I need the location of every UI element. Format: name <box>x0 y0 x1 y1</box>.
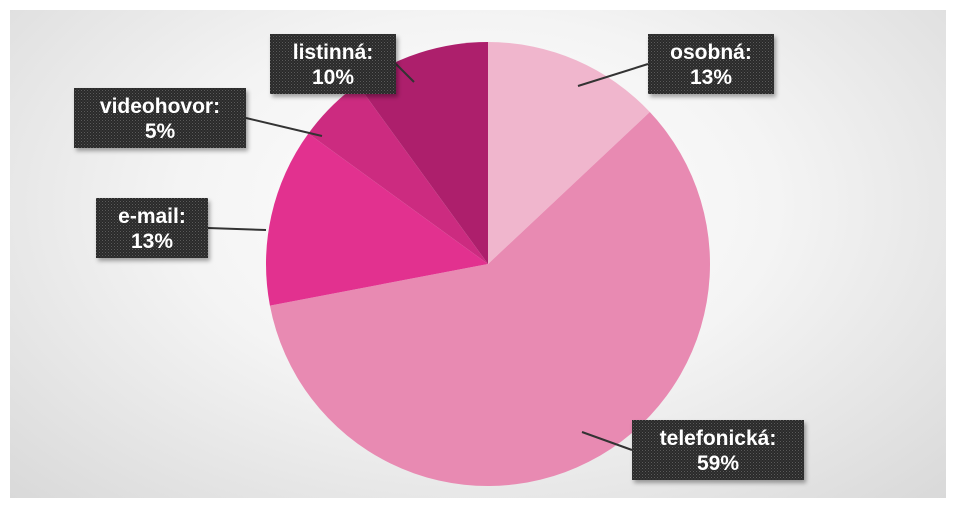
data-label-value: 5% <box>145 120 176 143</box>
data-label-telefonicka: telefonická:59% <box>632 420 804 480</box>
data-label-box <box>632 420 804 480</box>
data-labels: osobná:13%telefonická:59%e-mail:13%video… <box>74 34 804 480</box>
data-label-osobna: osobná:13% <box>648 34 774 94</box>
pie-slice-osobna <box>488 42 650 264</box>
data-label-category: e-mail: <box>118 205 186 228</box>
leader-line-listinna <box>395 63 415 83</box>
pie-slice-e-mail <box>265 133 488 306</box>
data-label-e-mail: e-mail:13% <box>96 198 208 258</box>
data-label-category: listinná: <box>293 41 374 64</box>
leader-line-osobna <box>577 63 649 87</box>
data-label-box <box>74 88 246 148</box>
data-label-category: videohovor: <box>100 95 220 118</box>
leader-line-videohovor <box>245 117 323 137</box>
data-label-value: 13% <box>690 66 732 89</box>
data-label-value: 59% <box>697 452 739 475</box>
data-label-videohovor: videohovor:5% <box>74 88 246 148</box>
pie-slices <box>265 42 710 486</box>
data-label-category: osobná: <box>670 41 752 64</box>
data-label-listinna: listinná:10% <box>270 34 396 94</box>
leader-line-e-mail <box>207 227 267 231</box>
data-label-category: telefonická: <box>660 427 777 450</box>
pie-slice-telefonicka <box>269 112 710 486</box>
leader-lines <box>207 63 649 451</box>
data-label-value: 10% <box>312 66 354 89</box>
data-label-box <box>96 198 208 258</box>
leader-line-telefonicka <box>581 431 633 451</box>
data-label-box <box>648 34 774 94</box>
data-label-box <box>270 34 396 94</box>
pie-slice-videohovor <box>308 84 488 264</box>
pie-slice-listinna <box>357 42 488 264</box>
data-label-value: 13% <box>131 230 173 253</box>
